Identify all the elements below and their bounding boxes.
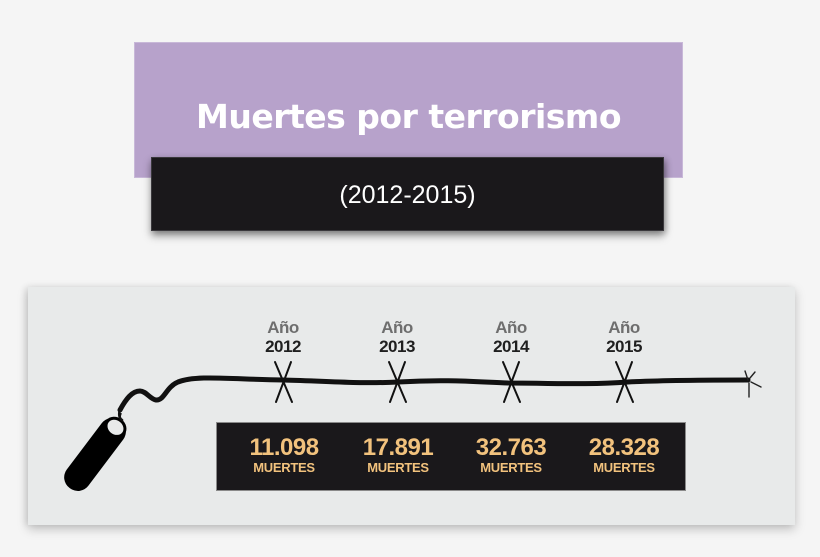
year-label-2012: Año 2012 xyxy=(243,318,323,356)
year-word: Año xyxy=(608,318,640,337)
deaths-count: 11.098 xyxy=(249,434,319,461)
cross-mark-icon xyxy=(274,361,293,403)
year-label-2014: Año 2014 xyxy=(471,318,551,356)
dynamite-icon xyxy=(64,416,127,491)
page-title: Muertes por terrorismo xyxy=(196,97,622,136)
timeline-panel: Año 2012 Año 2013 Año 2014 Año 2015 11.0… xyxy=(28,287,795,525)
year-word: Año xyxy=(495,318,527,337)
deaths-count: 28.328 xyxy=(588,434,660,461)
year-number: 2014 xyxy=(493,337,529,356)
deaths-unit: MUERTES xyxy=(367,460,429,475)
year-label-2013: Año 2013 xyxy=(357,318,437,356)
deaths-value-2012: 11.098 MUERTES xyxy=(229,436,339,476)
subtitle-banner: (2012-2015) xyxy=(151,157,664,231)
fuse-line xyxy=(117,375,751,413)
year-number: 2015 xyxy=(606,337,642,356)
year-number: 2012 xyxy=(265,337,301,356)
deaths-unit: MUERTES xyxy=(253,460,315,475)
year-label-2015: Año 2015 xyxy=(584,318,664,356)
deaths-value-2015: 28.328 MUERTES xyxy=(569,436,679,476)
title-banner: Muertes por terrorismo xyxy=(134,42,683,178)
cross-mark-icon xyxy=(502,361,521,403)
cross-mark-icon xyxy=(615,361,634,403)
deaths-values-box: 11.098 MUERTES 17.891 MUERTES 32.763 MUE… xyxy=(216,422,686,491)
year-word: Año xyxy=(381,318,413,337)
deaths-value-2013: 17.891 MUERTES xyxy=(343,436,453,476)
deaths-value-2014: 32.763 MUERTES xyxy=(456,436,566,476)
deaths-unit: MUERTES xyxy=(593,460,655,475)
year-word: Año xyxy=(267,318,299,337)
page-subtitle: (2012-2015) xyxy=(339,181,476,209)
deaths-unit: MUERTES xyxy=(480,460,542,475)
deaths-count: 17.891 xyxy=(362,434,434,461)
timeline-graphic xyxy=(64,361,762,491)
cross-mark-icon xyxy=(388,361,407,403)
spark-icon xyxy=(744,370,762,398)
year-number: 2013 xyxy=(379,337,415,356)
deaths-count: 32.763 xyxy=(475,434,547,461)
